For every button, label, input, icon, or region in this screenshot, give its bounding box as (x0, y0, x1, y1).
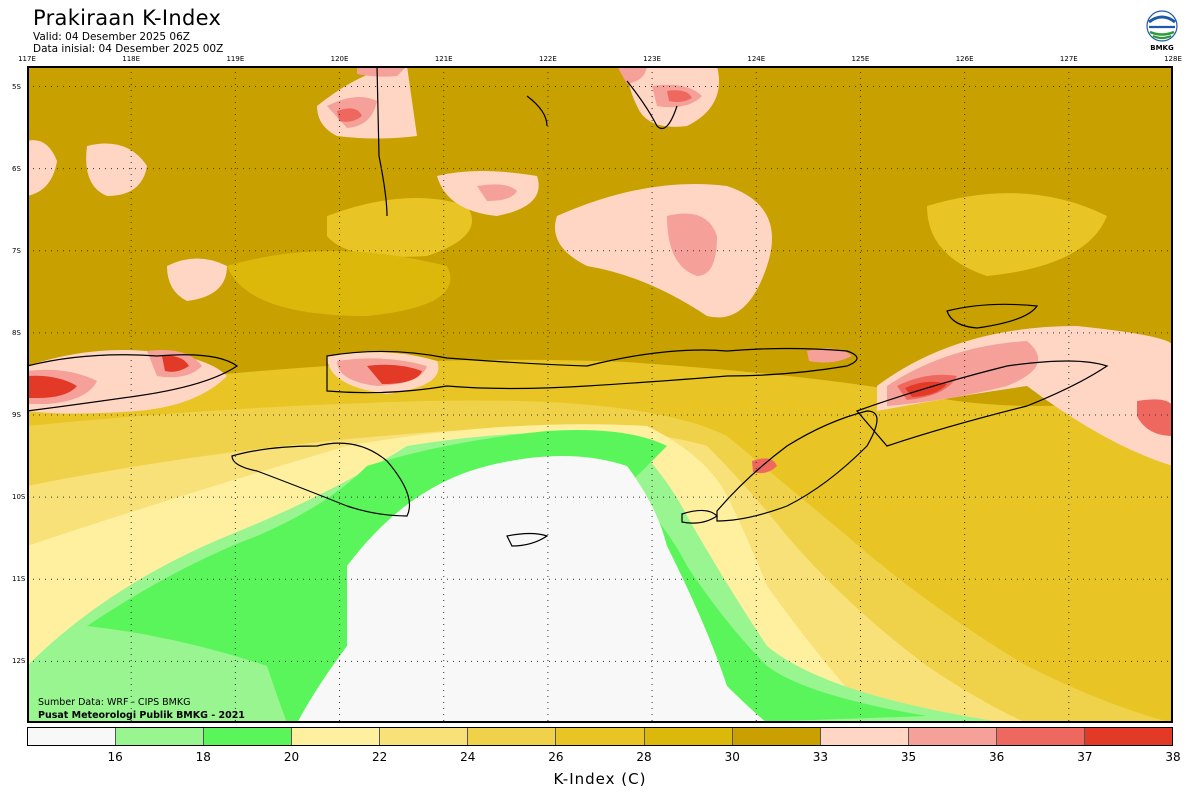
colorbar-tick-label: 35 (900, 750, 917, 764)
map-frame (27, 66, 1173, 723)
lon-tick-label: 120E (330, 55, 349, 63)
colorbar-segment (732, 728, 821, 745)
lat-tick-label: 11S (12, 575, 26, 584)
logo-label: BMKG (1150, 44, 1174, 52)
field-cell-38 (27, 375, 77, 398)
island-timor-east (855, 360, 1109, 447)
lat-tick-label: 8S (12, 328, 21, 337)
lon-tick-label: 117E (18, 55, 36, 63)
colorbar (27, 727, 1173, 746)
valid-time: Valid: 04 Desember 2025 06Z (33, 31, 190, 43)
colorbar-tick-label: 26 (548, 750, 564, 764)
island-timor (716, 410, 878, 522)
lon-tick-label: 126E (955, 55, 974, 63)
lat-tick-label: 10S (12, 493, 26, 502)
colorbar-tick-label: 22 (371, 750, 388, 764)
colorbar-segment (116, 728, 205, 745)
field-cell-38 (162, 355, 189, 372)
colorbar-segment (292, 728, 381, 745)
lat-tick-label: 9S (12, 411, 21, 420)
lon-tick-label: 122E (539, 55, 557, 63)
field-cell-36 (357, 66, 407, 77)
bmkg-logo-icon (1146, 10, 1178, 42)
island-sumbawa (27, 354, 239, 412)
field-band-16 (297, 456, 767, 723)
colorbar-tick-label: 38 (1165, 750, 1181, 764)
colorbar-segment (1084, 728, 1173, 745)
lon-tick-label: 121E (434, 55, 453, 63)
colorbar-segment (820, 728, 909, 745)
island-sumba (231, 442, 411, 517)
field-patch-28 (927, 193, 1107, 276)
colorbar-segment (908, 728, 997, 745)
lon-tick-label: 119E (226, 55, 245, 63)
colorbar-tick-label: 20 (283, 750, 300, 764)
colorbar-tick-label: 16 (107, 750, 123, 764)
lat-tick-label: 5S (12, 82, 21, 91)
island-rote (681, 509, 718, 524)
data-source: Sumber Data: WRF - CIPS BMKG (38, 697, 191, 708)
lon-tick-label: 118E (122, 55, 141, 63)
island-north-small (626, 80, 678, 130)
colorbar-segment (468, 728, 557, 745)
colorbar-tick-label: 30 (724, 750, 740, 764)
field-cell-35 (86, 143, 147, 196)
colorbar-segment (28, 728, 117, 745)
field-cell-37 (667, 90, 692, 102)
field-cell-36 (477, 184, 517, 201)
lon-tick-label: 127E (1059, 55, 1078, 63)
colorbar-title: K-Index (C) (553, 770, 647, 788)
graticule (27, 66, 1173, 723)
page-title: Prakiraan K-Index (33, 6, 222, 30)
colorbar-tick-label: 36 (989, 750, 1005, 764)
colorbar-segment (644, 728, 733, 745)
field-cell-37 (1137, 399, 1173, 436)
lat-tick-label: 6S (12, 164, 21, 173)
island-wetar (946, 303, 1039, 329)
field-cell-36 (807, 348, 852, 363)
field-cell-35 (27, 140, 57, 196)
lon-tick-label: 124E (747, 55, 766, 63)
field-cell-36 (617, 66, 647, 84)
field-patch-28 (327, 198, 472, 257)
colorbar-segment (996, 728, 1085, 745)
lat-tick-label: 12S (12, 657, 26, 666)
lon-tick-label: 123E (643, 55, 661, 63)
colorbar-segment (380, 728, 469, 745)
island-flores (326, 347, 858, 394)
island-buton (526, 95, 548, 127)
field-cell-37 (337, 108, 362, 122)
organization: Pusat Meteorologi Publik BMKG - 2021 (38, 710, 245, 721)
lon-tick-label: 125E (851, 55, 870, 63)
field-cell-36 (667, 213, 717, 276)
colorbar-tick-label: 24 (460, 750, 476, 764)
field-cell-35 (167, 258, 227, 301)
k-index-map (27, 66, 1173, 723)
init-time: Data inisial: 04 Desember 2025 00Z (33, 43, 224, 55)
colorbar-tick-label: 37 (1077, 750, 1093, 764)
field-cell-38 (367, 364, 422, 384)
lat-tick-label: 7S (12, 246, 21, 255)
colorbar-tick-label: 28 (636, 750, 652, 764)
island-sulawesi-south (376, 66, 388, 217)
island-sawu (506, 532, 549, 547)
colorbar-segment (204, 728, 293, 745)
colorbar-tick-label: 33 (812, 750, 829, 764)
field-patch-30 (227, 251, 451, 316)
colorbar-segment (556, 728, 645, 745)
colorbar-tick-label: 18 (195, 750, 211, 764)
lon-tick-label: 128E (1164, 55, 1182, 63)
